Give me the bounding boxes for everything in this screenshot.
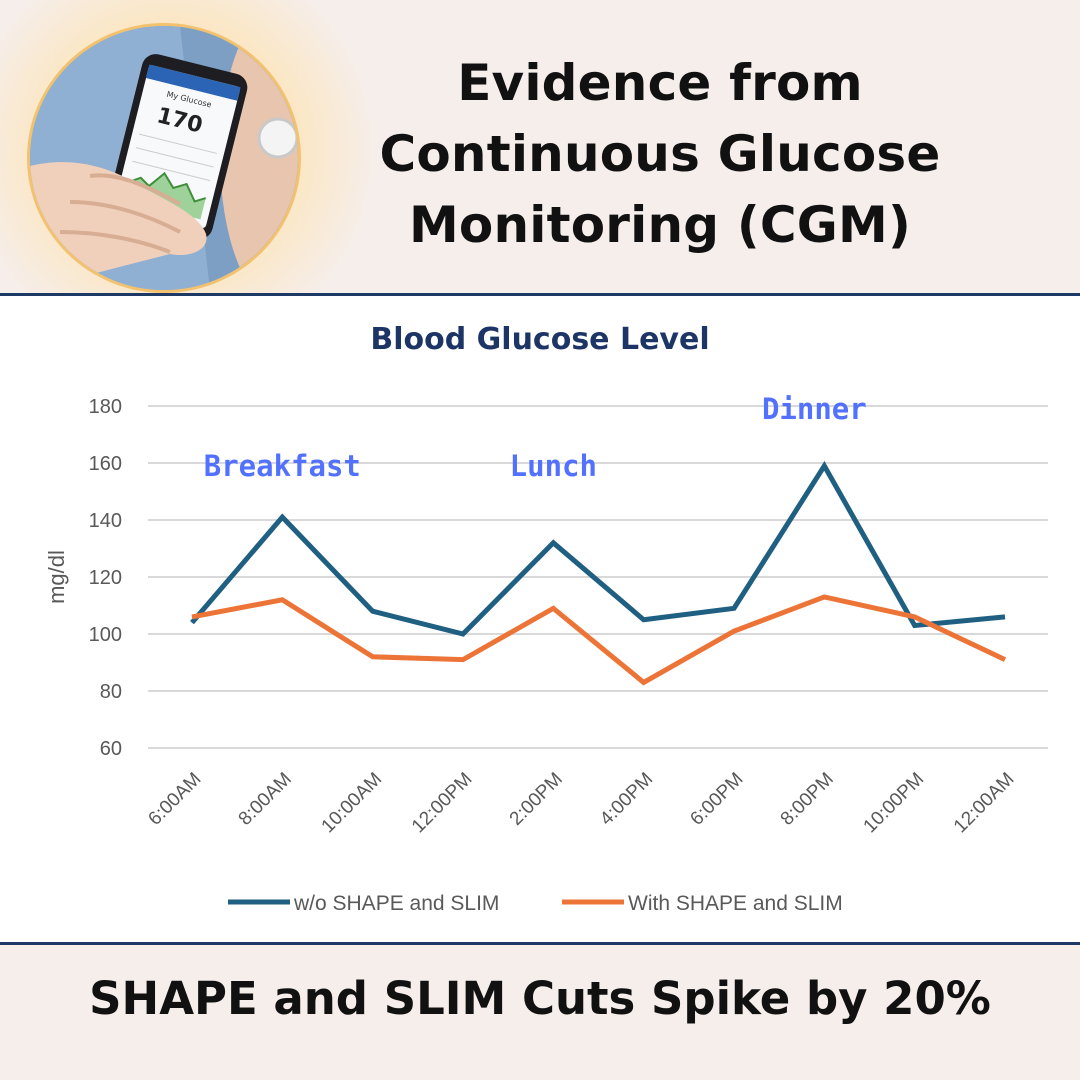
- chart-panel: [0, 296, 1080, 942]
- x-tick-label: 10:00AM: [318, 769, 387, 838]
- headline-line-3: Monitoring (CGM): [408, 196, 912, 254]
- x-tick-label: 8:00PM: [777, 769, 838, 830]
- y-axis-label: mg/dl: [44, 550, 69, 604]
- top-divider: [0, 293, 1080, 296]
- bottom-divider: [0, 942, 1080, 945]
- x-tick-label: 8:00AM: [235, 769, 296, 830]
- y-tick-label: 140: [89, 510, 122, 532]
- footer-tagline: SHAPE and SLIM Cuts Spike by 20%: [89, 972, 991, 1025]
- chart-title: Blood Glucose Level: [370, 322, 710, 357]
- x-tick-label: 10:00PM: [860, 769, 929, 838]
- y-axis-ticks: 60 80 100 120 140 160 180: [89, 396, 122, 760]
- annotation-label: Lunch: [510, 449, 597, 483]
- x-tick-label: 2:00PM: [506, 769, 567, 830]
- meal-annotations: Breakfast Lunch Dinner: [204, 392, 867, 483]
- y-tick-label: 80: [100, 681, 122, 703]
- y-tick-label: 120: [89, 567, 122, 589]
- x-tick-label: 6:00AM: [144, 769, 205, 830]
- series-line: [190, 460, 1006, 637]
- legend-label: With SHAPE and SLIM: [628, 892, 843, 915]
- annotation-label: Dinner: [762, 392, 867, 426]
- x-axis-ticks: 6:00AM 8:00AM 10:00AM 12:00PM 2:00PM 4:00PM 6:…: [144, 769, 1018, 838]
- y-tick-label: 160: [89, 453, 122, 475]
- y-tick-label: 60: [100, 738, 122, 760]
- x-tick-label: 4:00PM: [596, 769, 657, 830]
- cgm-phone-photo: My Glucose 170: [27, 23, 301, 293]
- glucose-line-chart: 60 80 100 120 140 160 180 mg/dl 6:00AM 8:00AM 10…: [44, 392, 1048, 915]
- x-tick-label: 12:00PM: [408, 769, 477, 838]
- y-tick-label: 100: [89, 624, 122, 646]
- headline-line-2: Continuous Glucose: [379, 125, 941, 183]
- legend-label: w/o SHAPE and SLIM: [293, 892, 499, 915]
- page-headline: Evidence from Continuous Glucose Monitor…: [360, 48, 960, 261]
- headline-line-1: Evidence from: [457, 54, 863, 112]
- x-tick-label: 12:00AM: [950, 769, 1019, 838]
- x-tick-label: 6:00PM: [686, 769, 747, 830]
- series-line: [191, 594, 1007, 686]
- series-lines: [190, 460, 1007, 686]
- legend: w/o SHAPE and SLIM With SHAPE and SLIM: [228, 892, 843, 915]
- y-tick-label: 180: [89, 396, 122, 418]
- grid-lines: [148, 405, 1048, 749]
- annotation-label: Breakfast: [204, 449, 361, 483]
